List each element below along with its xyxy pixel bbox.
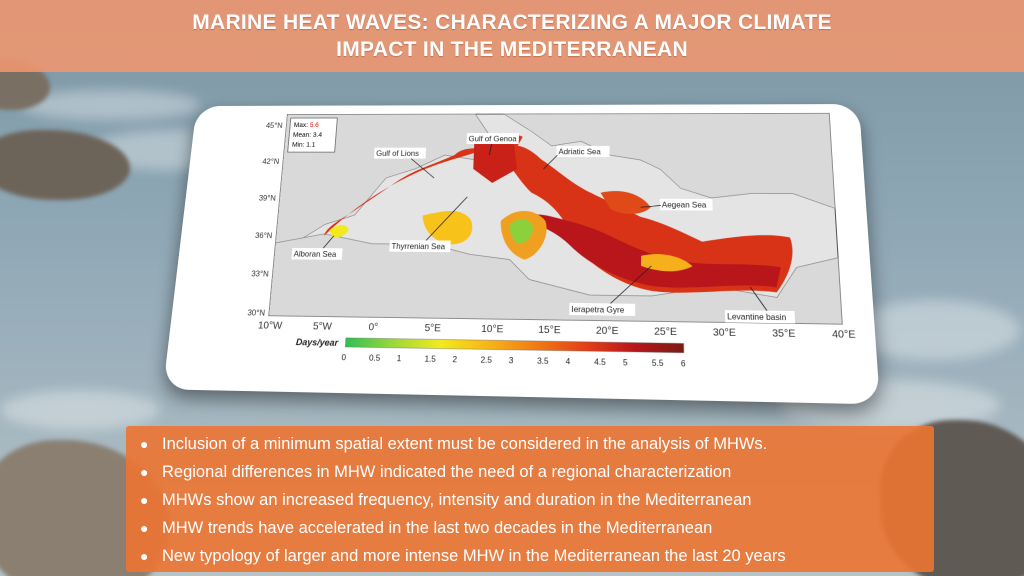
colorbar-label: Days/year xyxy=(296,337,340,348)
finding-item: ● MHW trends have accelerated in the last… xyxy=(140,514,934,542)
map-card: Max: 5.6 Mean: 3.4 Min: 1.1 Gulf of Lion… xyxy=(170,95,860,395)
colorbar-tick-label: 0.5 xyxy=(369,353,381,363)
colorbar-tick-label: 1.5 xyxy=(424,354,436,364)
finding-text: MHWs show an increased frequency, intens… xyxy=(162,486,751,514)
longitude-tick-label: 40°E xyxy=(832,329,857,341)
colorbar-ticks: 0 0.5 1 1.5 2 2.5 3 3.5 4 4.5 5 5.5 6 xyxy=(341,353,686,369)
region-label-gulf-of-genoa: Gulf of Genoa xyxy=(468,135,517,143)
finding-item: ● New typology of larger and more intense… xyxy=(140,542,934,570)
region-label-adriatic-sea: Adriatic Sea xyxy=(558,148,601,157)
region-label-ierapetra-gyre: Ierapetra Gyre xyxy=(571,305,625,315)
latitude-tick-label: 36°N xyxy=(255,231,273,240)
colorbar xyxy=(345,338,684,353)
longitude-tick-label: 30°E xyxy=(713,327,737,339)
region-label-levantine-basin: Levantine basin xyxy=(727,312,787,322)
latitude-tick-label: 33°N xyxy=(251,269,269,278)
finding-text: Regional differences in MHW indicated th… xyxy=(162,458,731,486)
latitude-tick-label: 45°N xyxy=(266,122,284,130)
longitude-tick-label: 20°E xyxy=(596,325,619,337)
bullet-dot-icon: ● xyxy=(140,458,162,486)
region-label-aegean-sea: Aegean Sea xyxy=(662,201,707,210)
finding-item: ● Regional differences in MHW indicated t… xyxy=(140,458,934,486)
longitude-tick-label: 5°E xyxy=(424,323,441,335)
latitude-tick-label: 39°N xyxy=(258,194,276,203)
title-banner: MARINE HEAT WAVES: CHARACTERIZING A MAJO… xyxy=(0,0,1024,72)
title-line-1: MARINE HEAT WAVES: CHARACTERIZING A MAJO… xyxy=(192,9,832,36)
colorbar-tick-label: 1 xyxy=(396,354,401,363)
colorbar-tick-label: 3 xyxy=(509,356,514,366)
finding-text: New typology of larger and more intense … xyxy=(162,542,786,570)
stat-max: Max: 5.6 xyxy=(294,122,320,128)
colorbar-tick-label: 3.5 xyxy=(537,356,549,366)
longitude-tick-label: 15°E xyxy=(538,325,561,337)
longitude-tick-label: 25°E xyxy=(654,326,677,338)
longitude-tick-label: 10°E xyxy=(481,324,504,336)
colorbar-tick-label: 4 xyxy=(566,357,571,367)
finding-item: ● Inclusion of a minimum spatial extent m… xyxy=(140,430,934,458)
title-line-2: IMPACT IN THE MEDITERRANEAN xyxy=(336,36,688,63)
colorbar-tick-label: 5 xyxy=(623,358,628,368)
latitude-tick-label: 42°N xyxy=(262,157,280,165)
region-label-alboran-sea: Alboran Sea xyxy=(293,250,337,259)
bullet-dot-icon: ● xyxy=(140,486,162,514)
bullet-dot-icon: ● xyxy=(140,514,162,542)
latitude-tick-label: 30°N xyxy=(247,308,266,317)
colorbar-tick-label: 0 xyxy=(341,353,347,362)
bullet-dot-icon: ● xyxy=(140,542,162,570)
longitude-tick-label: 10°W xyxy=(257,320,283,332)
key-findings-list: ● Inclusion of a minimum spatial extent m… xyxy=(126,430,934,570)
colorbar-tick-label: 5.5 xyxy=(652,358,664,368)
longitude-tick-label: 35°E xyxy=(772,328,796,340)
colorbar-tick-label: 2 xyxy=(452,355,457,364)
colorbar-tick-label: 4.5 xyxy=(594,357,606,367)
bullet-dot-icon: ● xyxy=(140,430,162,458)
stat-min: Min: 1.1 xyxy=(292,142,316,148)
stat-mean: Mean: 3.4 xyxy=(293,132,323,138)
region-label-gulf-of-lions: Gulf of Lions xyxy=(376,149,419,157)
longitude-tick-label: 5°W xyxy=(313,321,333,332)
colorbar-tick-label: 6 xyxy=(681,359,687,369)
longitude-tick-label: 0° xyxy=(368,322,378,333)
finding-text: Inclusion of a minimum spatial extent mu… xyxy=(162,430,767,458)
key-findings-panel: ● Inclusion of a minimum spatial extent m… xyxy=(126,426,934,572)
finding-text: MHW trends have accelerated in the last … xyxy=(162,514,712,542)
region-label-thyrrenian-sea: Thyrrenian Sea xyxy=(391,242,446,251)
finding-item: ● MHWs show an increased frequency, inten… xyxy=(140,486,934,514)
mhw-map: Max: 5.6 Mean: 3.4 Min: 1.1 Gulf of Lion… xyxy=(163,104,880,404)
colorbar-tick-label: 2.5 xyxy=(480,355,492,365)
